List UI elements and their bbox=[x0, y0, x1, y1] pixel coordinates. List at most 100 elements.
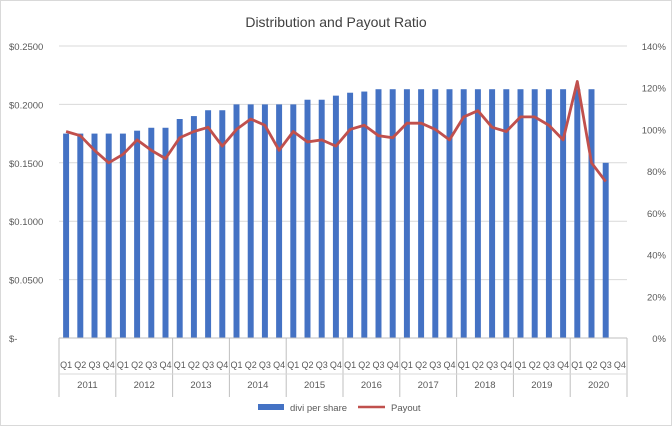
y-left-tick-label: $- bbox=[9, 334, 17, 345]
bar bbox=[403, 89, 410, 338]
bar bbox=[503, 89, 510, 338]
x-tick-label-quarter: Q2 bbox=[585, 360, 597, 370]
x-tick-label-quarter: Q1 bbox=[571, 360, 583, 370]
x-tick-label-year: 2017 bbox=[418, 380, 439, 391]
x-tick-label-quarter: Q4 bbox=[500, 360, 512, 370]
x-tick-label-quarter: Q4 bbox=[216, 360, 228, 370]
legend-swatch-divi bbox=[258, 404, 284, 410]
bar bbox=[304, 99, 311, 338]
chart-title: Distribution and Payout Ratio bbox=[245, 14, 427, 30]
x-tick-label-year: 2015 bbox=[304, 380, 325, 391]
axes: $- $0.0500 $0.1000 $0.1500 $0.2000 $0.2500 0% 2… bbox=[9, 42, 667, 397]
y-left-tick-label: $0.0500 bbox=[9, 276, 43, 287]
bar bbox=[91, 133, 98, 338]
x-tick-label-quarter: Q4 bbox=[614, 360, 626, 370]
bar bbox=[105, 133, 112, 338]
x-tick-label-quarter: Q4 bbox=[273, 360, 285, 370]
x-tick-label-quarter: Q3 bbox=[145, 360, 157, 370]
x-tick-label-year: 2014 bbox=[247, 380, 268, 391]
x-tick-label-quarter: Q4 bbox=[159, 360, 171, 370]
bar bbox=[290, 104, 297, 339]
x-tick-label-quarter: Q3 bbox=[88, 360, 100, 370]
y-right-tick-label: 20% bbox=[647, 292, 667, 303]
bar bbox=[588, 89, 595, 338]
x-tick-label-quarter: Q2 bbox=[131, 360, 143, 370]
x-tick-label-quarter: Q1 bbox=[287, 360, 299, 370]
bar bbox=[432, 89, 439, 338]
bar bbox=[389, 89, 396, 338]
y-right-tick-label: 80% bbox=[647, 167, 667, 178]
y-left-tick-label: $0.1000 bbox=[9, 217, 43, 228]
bar bbox=[77, 133, 84, 338]
x-tick-label-quarter: Q4 bbox=[330, 360, 342, 370]
bar bbox=[347, 92, 354, 338]
x-tick-label-quarter: Q2 bbox=[472, 360, 484, 370]
y-left-tick-label: $0.1500 bbox=[9, 159, 43, 170]
x-tick-label-quarter: Q2 bbox=[358, 360, 370, 370]
bar bbox=[148, 127, 155, 338]
bar bbox=[134, 130, 141, 338]
bar bbox=[190, 116, 197, 338]
bar bbox=[574, 89, 581, 338]
legend[interactable]: divi per share Payout bbox=[258, 403, 421, 414]
bar bbox=[531, 89, 538, 338]
bar bbox=[247, 104, 254, 339]
legend-label-divi: divi per share bbox=[290, 403, 347, 414]
legend-label-payout: Payout bbox=[391, 403, 421, 414]
x-tick-label-quarter: Q3 bbox=[543, 360, 555, 370]
bar bbox=[489, 89, 496, 338]
x-tick-label-quarter: Q1 bbox=[344, 360, 356, 370]
y-left-tick-label: $0.2000 bbox=[9, 100, 43, 111]
line-series bbox=[65, 80, 607, 183]
x-tick-label-quarter: Q3 bbox=[600, 360, 612, 370]
x-tick-label-quarter: Q3 bbox=[316, 360, 328, 370]
x-tick-label-quarter: Q1 bbox=[458, 360, 470, 370]
x-tick-label-quarter: Q3 bbox=[259, 360, 271, 370]
bar bbox=[162, 127, 169, 338]
x-tick-label-year: 2018 bbox=[474, 380, 495, 391]
bar bbox=[63, 133, 70, 338]
x-tick-label-year: 2013 bbox=[190, 380, 211, 391]
x-tick-label-quarter: Q2 bbox=[188, 360, 200, 370]
x-tick-label-quarter: Q2 bbox=[529, 360, 541, 370]
bar bbox=[332, 95, 339, 338]
x-tick-label-year: 2012 bbox=[134, 380, 155, 391]
payout-line bbox=[65, 80, 607, 183]
bar bbox=[602, 162, 609, 338]
y-right-tick-label: 0% bbox=[652, 334, 666, 345]
y-right-tick-label: 100% bbox=[642, 125, 667, 136]
x-tick-label-quarter: Q1 bbox=[401, 360, 413, 370]
x-tick-label-year: 2011 bbox=[77, 380, 97, 391]
x-tick-label-quarter: Q3 bbox=[429, 360, 441, 370]
bar bbox=[219, 110, 226, 339]
x-tick-label-quarter: Q2 bbox=[245, 360, 257, 370]
x-tick-label-quarter: Q4 bbox=[387, 360, 399, 370]
x-tick-label-quarter: Q1 bbox=[117, 360, 129, 370]
x-tick-label-quarter: Q2 bbox=[415, 360, 427, 370]
bar bbox=[233, 104, 240, 339]
y-right-tick-label: 60% bbox=[647, 209, 667, 220]
x-tick-label-quarter: Q1 bbox=[60, 360, 72, 370]
x-tick-label-year: 2020 bbox=[588, 380, 609, 391]
bar bbox=[176, 119, 183, 338]
bar bbox=[261, 104, 268, 339]
y-right-tick-label: 40% bbox=[647, 251, 667, 262]
y-right-tick-label: 120% bbox=[642, 84, 667, 95]
x-tick-label-quarter: Q2 bbox=[74, 360, 86, 370]
bar bbox=[560, 89, 567, 338]
x-tick-label-quarter: Q4 bbox=[557, 360, 569, 370]
x-tick-label-quarter: Q3 bbox=[372, 360, 384, 370]
bar bbox=[418, 89, 425, 338]
bar bbox=[276, 104, 283, 339]
bar bbox=[361, 91, 368, 338]
bar bbox=[375, 89, 382, 338]
bar bbox=[517, 89, 524, 338]
bar bbox=[460, 89, 467, 338]
x-tick-label-quarter: Q2 bbox=[301, 360, 313, 370]
x-tick-label-quarter: Q4 bbox=[103, 360, 115, 370]
x-tick-label-quarter: Q3 bbox=[486, 360, 498, 370]
bar-series bbox=[63, 89, 609, 339]
x-tick-label-quarter: Q1 bbox=[174, 360, 186, 370]
